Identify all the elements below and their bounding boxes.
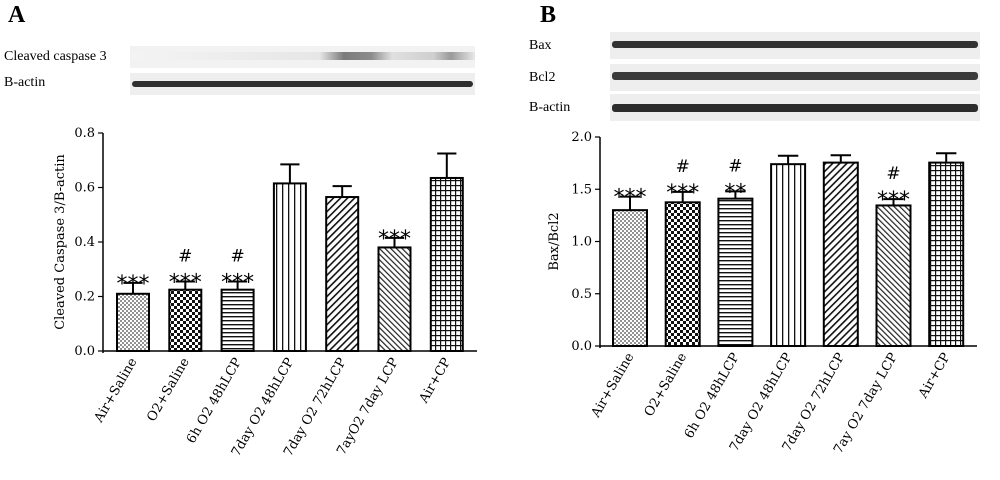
blot-label-bax: Bax — [529, 38, 552, 53]
bar-5 — [325, 196, 360, 352]
panel-letter: B — [540, 2, 557, 28]
blot-label-bcl2: Bcl2 — [529, 70, 556, 85]
blot-label-cleaved-caspase: Cleaved caspase 3 — [4, 49, 107, 64]
bar-7 — [928, 161, 965, 347]
bar-1 — [612, 209, 648, 347]
y-tick-label: 0.5 — [571, 287, 592, 302]
bar-6 — [377, 246, 412, 352]
bar-2 — [168, 288, 203, 352]
bar-chart-caspase: 0.0 0.2 0.4 0.6 0.8 Cleaved Caspase 3/B-actin… — [53, 126, 477, 459]
x-tick-label: Air+CP — [416, 355, 454, 406]
x-tick-label: O2+Saline — [642, 350, 691, 419]
y-tick-label: 0.8 — [74, 126, 95, 141]
significance-stars: *** — [378, 227, 411, 252]
bar-3 — [220, 288, 255, 352]
bar-7 — [429, 176, 464, 352]
bar-5 — [822, 161, 859, 347]
significance-stars: ** — [724, 180, 746, 205]
blot-image-b — [610, 32, 980, 121]
blot-label-b-actin: B-actin — [529, 100, 571, 115]
y-tick-label: 1.5 — [571, 182, 592, 197]
significance-stars: *** — [221, 271, 254, 296]
significance-stars: *** — [169, 271, 202, 296]
y-tick-label: 0.0 — [74, 344, 95, 359]
y-tick-label: 0.2 — [74, 290, 95, 305]
panel-a: A Cleaved caspase 3 B-actin 0.0 0.2 0.4 0.6… — [4, 2, 477, 459]
x-tick-label: Air+Saline — [588, 350, 637, 421]
panel-b: B Bax Bcl2 B-actin 0.0 0.5 1.0 1.5 2.0 Bax/Bc… — [500, 0, 1000, 480]
y-tick-label: 0.4 — [74, 235, 95, 250]
significance-hash: # — [676, 157, 690, 177]
panel-letter: A — [8, 2, 26, 28]
y-tick-label: 0.0 — [571, 339, 592, 354]
x-tick-label: 6h O2 48hLCP — [682, 350, 743, 441]
x-tick-label: 6h O2 48hLCP — [184, 355, 245, 446]
y-axis-label: Cleaved Caspase 3/B-actin — [53, 154, 68, 330]
x-tick-label: O2+Saline — [144, 355, 193, 424]
y-axis-label: Bax/Bcl2 — [547, 212, 562, 270]
bar-3 — [717, 197, 754, 347]
significance-stars: *** — [614, 186, 647, 211]
bar-4 — [770, 163, 807, 347]
y-tick-label: 2.0 — [571, 130, 592, 145]
blot-label-b-actin: B-actin — [4, 75, 46, 90]
x-tick-label: Air+CP — [915, 350, 953, 401]
significance-hash: # — [178, 247, 192, 267]
significance-stars: *** — [117, 272, 150, 297]
bar-4 — [272, 182, 307, 352]
significance-stars: *** — [666, 181, 699, 206]
significance-hash: # — [886, 164, 900, 184]
bar-1 — [116, 292, 150, 352]
bar-6 — [875, 204, 912, 347]
x-tick-label: Air+Saline — [91, 355, 140, 426]
y-tick-label: 1.0 — [571, 235, 592, 250]
bar-chart-bax-bcl2: 0.0 0.5 1.0 1.5 2.0 Bax/Bcl2 *** Air+Saline *** #… — [547, 130, 977, 456]
significance-hash: # — [728, 156, 742, 176]
blot-image-a — [130, 46, 475, 95]
significance-hash: # — [230, 247, 244, 267]
y-tick-label: 0.6 — [74, 181, 95, 196]
significance-stars: *** — [877, 188, 910, 213]
bar-2 — [664, 201, 701, 347]
